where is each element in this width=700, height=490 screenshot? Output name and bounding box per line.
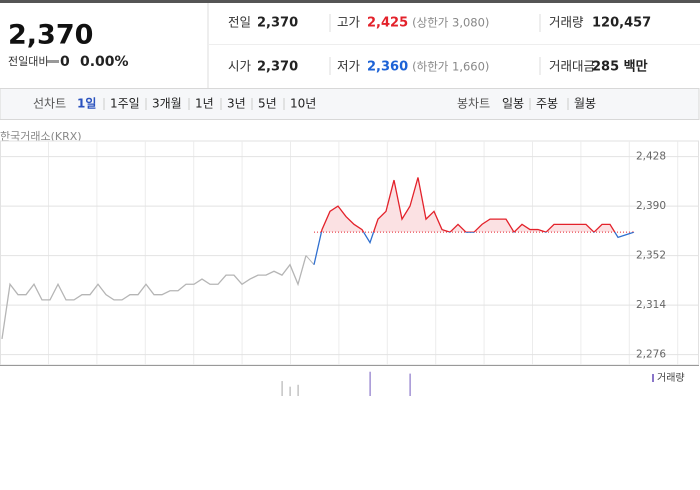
y-tick-label: 2,428: [636, 151, 666, 163]
volume-bar: [289, 386, 291, 396]
area: [321, 177, 615, 233]
volume-bar: [281, 381, 283, 396]
tab[interactable]: 5년: [258, 97, 277, 111]
plot-frame: [0, 140, 699, 366]
price-line-down: [313, 232, 635, 265]
tab-label: 봉차트: [457, 97, 490, 111]
tab[interactable]: 3개월: [152, 97, 182, 111]
volume-legend: 거래량: [657, 372, 685, 384]
tab[interactable]: 일봉: [502, 97, 524, 111]
toolbar: [0, 88, 700, 120]
change-label: 전일대비: [8, 54, 48, 68]
top-border: [0, 0, 700, 3]
source: 한국거래소(KRX): [0, 130, 82, 143]
stat-label: 시가: [228, 59, 252, 74]
y-tick-label: 2,314: [636, 299, 666, 311]
stat-label: 거래대금: [549, 59, 595, 74]
price-line: [1, 255, 307, 340]
legend-swatch: [652, 374, 654, 382]
stat-value: 120,457: [592, 16, 651, 31]
stat-value: 2,360: [367, 60, 408, 75]
tab[interactable]: 월봉: [574, 97, 596, 111]
y-tick-label: 2,276: [636, 349, 666, 361]
stat-value: 2,370: [257, 60, 298, 75]
stat-label: 전일: [228, 15, 251, 30]
stat-value: 285 백만: [592, 59, 648, 75]
flat-icon: [47, 60, 59, 63]
volume-bar: [369, 371, 371, 396]
stat-value: 2,370: [257, 16, 298, 31]
stat-label: 거래량: [549, 15, 584, 30]
price: 2,370: [8, 20, 93, 51]
connector: [305, 255, 315, 266]
y-tick-label: 2,390: [636, 200, 666, 212]
tab[interactable]: 1일: [77, 97, 96, 111]
price-line-up: [320, 177, 634, 233]
tab[interactable]: 1년: [195, 97, 214, 111]
stat-note: (하한가 1,660): [412, 60, 489, 74]
volume-bar: [409, 373, 411, 396]
change-rate: 0.00%: [80, 54, 129, 70]
stat-value: 2,425: [367, 16, 408, 31]
tab[interactable]: 1주일: [110, 97, 140, 111]
y-tick-label: 2,352: [636, 250, 666, 262]
tab[interactable]: 10년: [290, 97, 316, 111]
stat-label: 저가: [337, 59, 361, 74]
tab[interactable]: 주봉: [536, 97, 558, 111]
tab-label: 선차트: [33, 97, 66, 111]
volume-bar: [297, 384, 299, 396]
tab[interactable]: 3년: [227, 97, 246, 111]
stat-label: 고가: [337, 15, 361, 30]
change: 0: [60, 54, 70, 70]
stat-note: (상한가 3,080): [412, 16, 489, 30]
